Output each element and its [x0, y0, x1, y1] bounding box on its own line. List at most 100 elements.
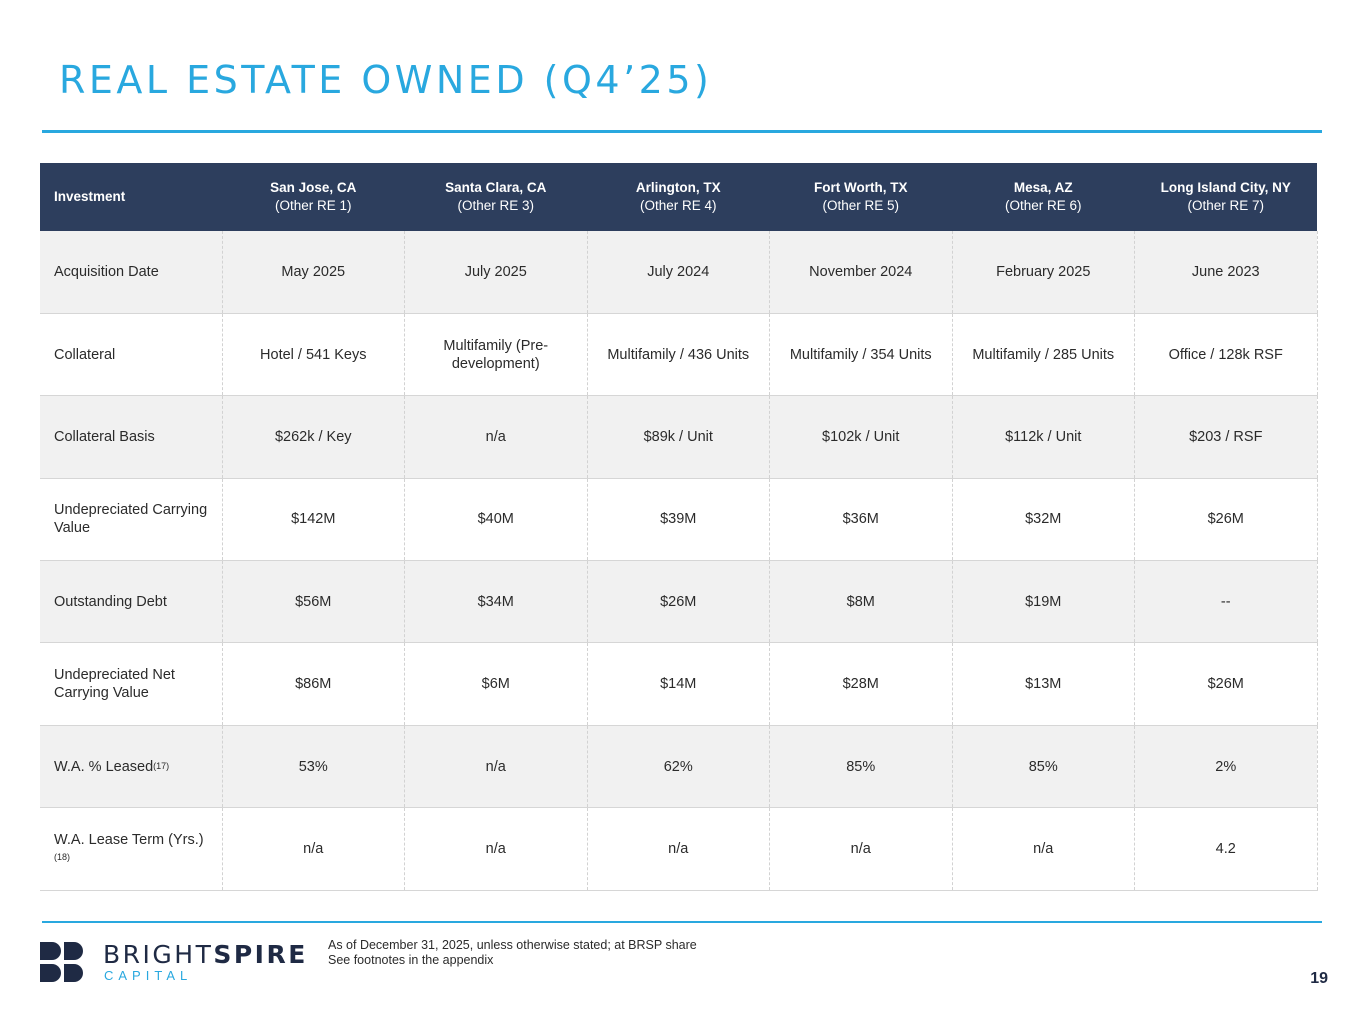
table-cell: Multifamily (Pre-development)	[404, 313, 587, 396]
table-cell: $40M	[404, 478, 587, 561]
table-cell: Office / 128k RSF	[1134, 313, 1318, 396]
column-location: Mesa, AZ	[1013, 180, 1073, 195]
logo-mark-icon	[40, 942, 83, 982]
table-cell: 53%	[221, 725, 405, 808]
column-sub: (Other RE 1)	[274, 198, 352, 213]
table-row: W.A. % Leased(17) 53% n/a 62% 85% 85% 2%	[40, 725, 1318, 808]
page-title: REAL ESTATE OWNED (Q4’25)	[59, 58, 713, 102]
table-cell: July 2024	[586, 231, 770, 314]
table-row: Undepreciated Net Carrying Value $86M $6M $…	[40, 642, 1318, 726]
column-header: Santa Clara, CA (Other RE 3)	[405, 163, 588, 231]
column-header: Fort Worth, TX (Other RE 5)	[770, 163, 953, 231]
row-label: Undepreciated Net Carrying Value	[40, 643, 222, 725]
table-cell: n/a	[221, 807, 405, 891]
table-row: Undepreciated Carrying Value $142M $40M $39…	[40, 478, 1318, 561]
table-row: Acquisition Date May 2025 July 2025 July 20…	[40, 231, 1318, 314]
logo-word-light: BRIGHT	[103, 940, 214, 969]
table-row: W.A. Lease Term (Yrs.)(18) n/a n/a n/a n/a n/…	[40, 807, 1318, 891]
column-location: Arlington, TX	[635, 180, 721, 195]
row-label-text: Collateral	[54, 346, 116, 363]
table-cell: 2%	[1134, 725, 1318, 808]
table-cell: 4.2	[1134, 807, 1318, 891]
table-cell: $262k / Key	[221, 395, 405, 479]
table-cell: n/a	[951, 807, 1135, 891]
page-number: 19	[1310, 970, 1328, 987]
row-label: Acquisition Date	[40, 231, 222, 313]
table-cell: n/a	[586, 807, 770, 891]
row-label-text: Collateral Basis	[54, 428, 155, 445]
logo-word-bold: SPIRE	[213, 940, 308, 969]
row-label: Collateral	[40, 313, 222, 395]
column-sub: (Other RE 5)	[822, 198, 900, 213]
table-cell: November 2024	[769, 231, 952, 314]
logo-wordmark: BRIGHTSPIRE	[103, 940, 308, 969]
table-cell: $36M	[769, 478, 952, 561]
row-label-text: Outstanding Debt	[54, 593, 167, 610]
table-cell: --	[1134, 560, 1318, 643]
footer-divider	[42, 921, 1322, 923]
footnote-marker: (17)	[153, 760, 170, 771]
footnote-block: As of December 31, 2025, unless otherwis…	[328, 938, 697, 968]
column-header: Mesa, AZ (Other RE 6)	[952, 163, 1135, 231]
column-location: San Jose, CA	[270, 180, 357, 195]
table-cell: $14M	[586, 642, 770, 726]
table-cell: 85%	[769, 725, 952, 808]
row-label-text: Acquisition Date	[54, 263, 159, 280]
table-cell: $13M	[951, 642, 1135, 726]
title-divider	[42, 130, 1322, 133]
table-cell: $56M	[221, 560, 405, 643]
table-cell: 62%	[586, 725, 770, 808]
table-cell: Multifamily / 285 Units	[951, 313, 1135, 396]
table-cell: February 2025	[951, 231, 1135, 314]
real-estate-owned-table: Investment San Jose, CA (Other RE 1) Sant…	[40, 163, 1318, 891]
brightspire-logo: BRIGHTSPIRE CAPITAL	[40, 940, 305, 986]
row-label: Outstanding Debt	[40, 561, 222, 643]
table-cell: Hotel / 541 Keys	[221, 313, 405, 396]
row-label: W.A. Lease Term (Yrs.) (18)	[40, 808, 222, 890]
table-cell: $6M	[404, 642, 587, 726]
table-cell: $26M	[586, 560, 770, 643]
table-cell: $32M	[951, 478, 1135, 561]
table-cell: $39M	[586, 478, 770, 561]
row-label-text: Undepreciated Net Carrying Value	[54, 667, 175, 702]
footnote-marker: (18)	[54, 851, 71, 862]
row-label: W.A. % Leased(17)	[40, 725, 222, 807]
column-header: San Jose, CA (Other RE 1)	[222, 163, 405, 231]
logo-subtitle: CAPITAL	[104, 968, 193, 983]
table-header-row: Investment San Jose, CA (Other RE 1) Sant…	[40, 163, 1317, 231]
column-location: Santa Clara, CA	[445, 180, 547, 195]
table-cell: $26M	[1134, 478, 1318, 561]
footnote-line: See footnotes in the appendix	[328, 953, 494, 967]
row-label-text: W.A. % Leased	[54, 758, 154, 775]
table-cell: $8M	[769, 560, 952, 643]
table-cell: 85%	[951, 725, 1135, 808]
table-cell: May 2025	[221, 231, 405, 314]
table-row: Collateral Hotel / 541 Keys Multifamily (P…	[40, 313, 1318, 396]
column-sub: (Other RE 6)	[1004, 198, 1082, 213]
table-cell: Multifamily / 354 Units	[769, 313, 952, 396]
footnote-line: As of December 31, 2025, unless otherwis…	[328, 938, 697, 952]
row-label: Undepreciated Carrying Value	[40, 478, 222, 560]
column-sub: (Other RE 4)	[639, 198, 717, 213]
table-cell: $203 / RSF	[1134, 395, 1318, 479]
table-cell: $28M	[769, 642, 952, 726]
table-cell: $86M	[221, 642, 405, 726]
column-header: Arlington, TX (Other RE 4)	[587, 163, 770, 231]
column-sub: (Other RE 3)	[457, 198, 535, 213]
row-label-text: W.A. Lease Term (Yrs.)	[54, 831, 204, 848]
table-cell: $26M	[1134, 642, 1318, 726]
column-header: Long Island City, NY (Other RE 7)	[1135, 163, 1318, 231]
table-cell: $19M	[951, 560, 1135, 643]
table-cell: n/a	[404, 395, 587, 479]
table-cell: n/a	[769, 807, 952, 891]
table-cell: $112k / Unit	[951, 395, 1135, 479]
table-row: Outstanding Debt $56M $34M $26M $8M $19M --	[40, 560, 1318, 643]
table-cell: $142M	[221, 478, 405, 561]
table-cell: n/a	[404, 725, 587, 808]
table-cell: July 2025	[404, 231, 587, 314]
table-row: Collateral Basis $262k / Key n/a $89k / Uni…	[40, 395, 1318, 479]
corner-header: Investment	[54, 189, 126, 204]
table-cell: $102k / Unit	[769, 395, 952, 479]
table-cell: $34M	[404, 560, 587, 643]
row-label-text: Undepreciated Carrying Value	[54, 502, 208, 537]
